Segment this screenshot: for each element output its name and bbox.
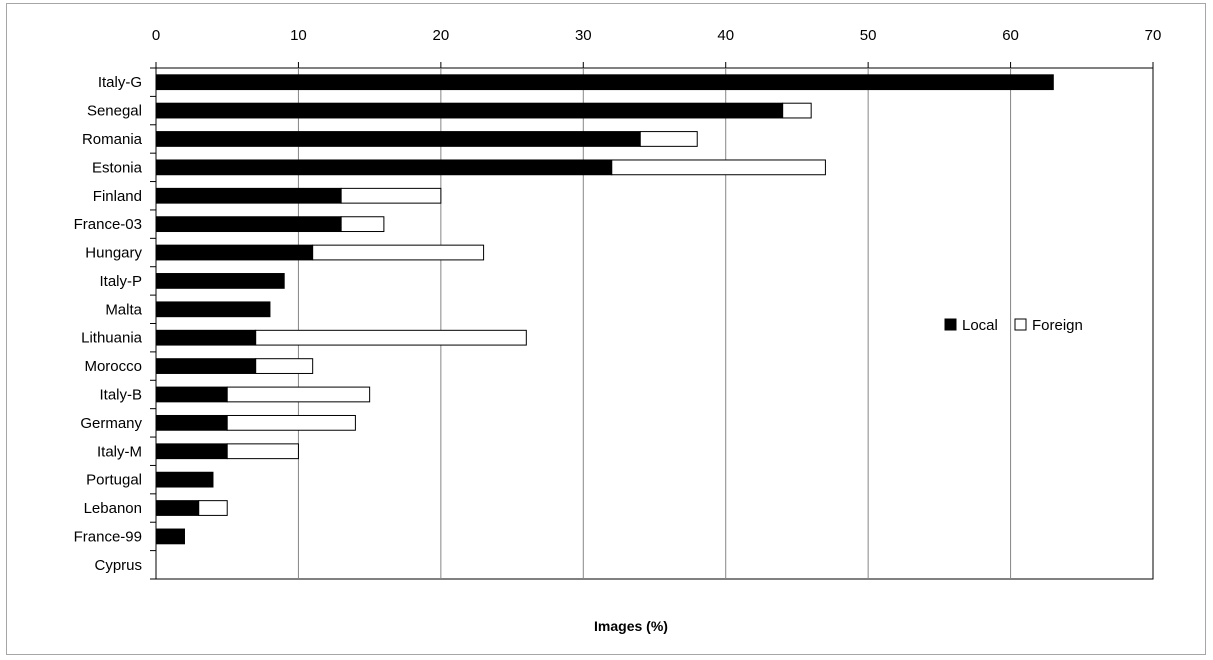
- x-tick-label: 50: [860, 27, 877, 44]
- x-axis-title: Images (%): [594, 618, 668, 634]
- category-label: Hungary: [85, 245, 142, 262]
- bar-local-italy-p: [155, 273, 285, 289]
- category-label: Portugal: [86, 472, 142, 489]
- category-label: Finland: [93, 188, 142, 205]
- y-axis-ticks: Italy-G Senegal Romania Estonia Finland Franc…: [74, 67, 156, 580]
- bar-local-lithuania: [155, 329, 257, 346]
- x-tick-label: 0: [152, 27, 160, 44]
- bar-local-malta: [155, 301, 271, 318]
- legend-swatch-local: [944, 318, 957, 331]
- category-label: Lebanon: [84, 500, 142, 517]
- category-label: Morocco: [84, 358, 142, 375]
- bar-local-portugal: [155, 471, 214, 488]
- bar-foreign-romania: [639, 131, 698, 147]
- category-label: Estonia: [92, 159, 143, 176]
- category-label: Cyprus: [94, 557, 142, 574]
- category-label: France-03: [74, 216, 142, 233]
- category-label: Germany: [80, 415, 142, 432]
- legend-swatch-foreign: [1014, 318, 1027, 331]
- bar-local-italy-m: [155, 443, 228, 460]
- bars: [155, 74, 1054, 545]
- bar-local-estonia: [155, 159, 613, 176]
- category-label: Senegal: [87, 103, 142, 120]
- bar-foreign-finland: [340, 187, 442, 204]
- x-tick-label: 40: [717, 27, 734, 44]
- stacked-bar-chart: 0 10 20 30 40 50 60 70 Italy-G Senegal Romania Est…: [74, 27, 1162, 634]
- bar-foreign-lithuania: [255, 329, 527, 346]
- bar-local-italy-g: [155, 74, 1054, 91]
- bar-foreign-germany: [226, 414, 356, 431]
- bar-local-finland: [155, 187, 342, 204]
- bar-foreign-lebanon: [198, 500, 228, 516]
- bar-local-germany: [155, 414, 228, 431]
- x-tick-label: 20: [433, 27, 450, 44]
- chart-frame: 0 10 20 30 40 50 60 70 Italy-G Senegal Romania Est…: [6, 3, 1206, 655]
- bar-foreign-italy-m: [226, 443, 299, 460]
- bar-local-lebanon: [155, 500, 200, 516]
- category-label: Italy-B: [99, 386, 142, 403]
- bar-local-morocco: [155, 358, 257, 374]
- bar-foreign-hungary: [312, 244, 485, 261]
- bar-foreign-france-03: [340, 216, 385, 233]
- bar-local-italy-b: [155, 386, 228, 403]
- category-label: Italy-P: [99, 273, 142, 290]
- gridlines: [297, 68, 1012, 579]
- legend-label-foreign: Foreign: [1032, 317, 1083, 334]
- category-label: Romania: [82, 131, 143, 148]
- bar-local-hungary: [155, 244, 314, 261]
- x-tick-label: 30: [575, 27, 592, 44]
- x-axis-ticks: 0 10 20 30 40 50 60 70: [152, 27, 1162, 68]
- bar-local-france-99: [155, 528, 185, 545]
- bar-foreign-italy-b: [226, 386, 371, 403]
- bar-foreign-estonia: [611, 159, 826, 176]
- bar-foreign-senegal: [782, 102, 812, 119]
- bar-local-france-03: [155, 216, 342, 233]
- bar-local-romania: [155, 131, 641, 147]
- legend-label-local: Local: [962, 317, 998, 334]
- bar-local-senegal: [155, 102, 784, 119]
- category-label: Italy-G: [98, 74, 142, 91]
- category-label: Lithuania: [81, 330, 143, 347]
- category-label: Italy-M: [97, 443, 142, 460]
- x-tick-label: 70: [1145, 27, 1162, 44]
- category-label: France-99: [74, 528, 142, 545]
- bar-foreign-morocco: [255, 358, 314, 374]
- x-tick-label: 10: [290, 27, 307, 44]
- legend: Local Foreign: [944, 317, 1083, 334]
- category-label: Malta: [105, 301, 142, 318]
- x-tick-label: 60: [1002, 27, 1019, 44]
